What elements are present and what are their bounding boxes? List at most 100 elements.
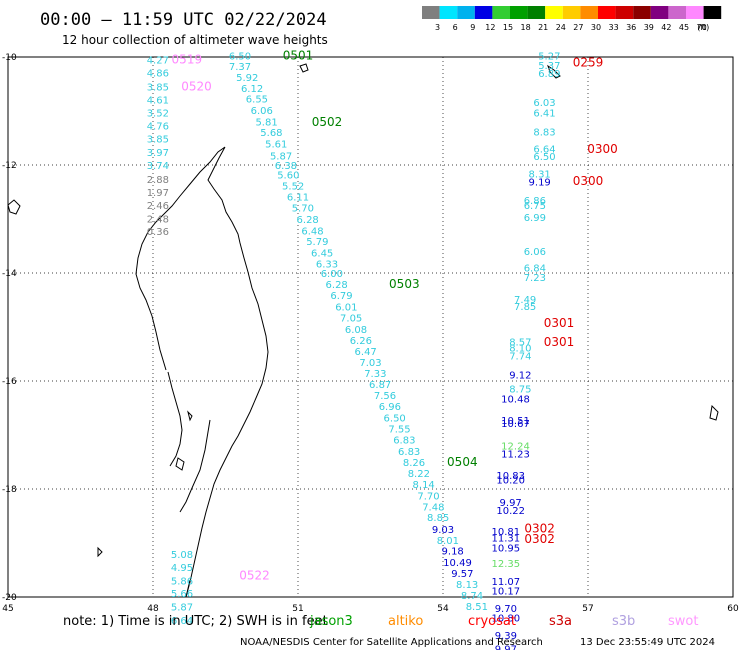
wave-height-value: 4.95 xyxy=(171,563,193,574)
island-coast xyxy=(709,404,719,421)
wave-height-value: 8.85 xyxy=(427,513,449,524)
wave-height-value: 6.87 xyxy=(369,380,391,391)
timestamp-text: 13 Dec 23:55:49 UTC 2024 xyxy=(580,637,715,648)
wave-height-value: 3.52 xyxy=(147,109,169,120)
pass-time-label: 0259 xyxy=(573,55,604,69)
wave-height-value: 4.86 xyxy=(147,69,169,80)
wave-height-value: 7.23 xyxy=(524,273,546,284)
x-tick-label: 54 xyxy=(437,604,449,614)
wave-height-value: 10.81 xyxy=(492,527,521,538)
wave-height-value: 6.11 xyxy=(287,192,309,203)
legend-swatch xyxy=(580,6,598,19)
legend-tick-label: 6 xyxy=(453,23,458,32)
wave-height-value: 12.35 xyxy=(492,559,521,570)
legend-swatch xyxy=(703,6,722,19)
credit-text: NOAA/NESDIS Center for Satellite Applica… xyxy=(240,637,543,648)
island-coast xyxy=(97,546,103,558)
wave-height-value: 8.14 xyxy=(413,480,435,491)
wave-height-value: 6.28 xyxy=(326,280,348,291)
pass-time-label: 0502 xyxy=(312,115,343,129)
x-tick-label: 57 xyxy=(582,604,593,614)
wave-height-value: 6.55 xyxy=(246,95,268,106)
satellite-list: jason3 altiko cryosat s3a s3b swot xyxy=(309,614,698,629)
wave-height-value: 1.97 xyxy=(147,188,169,199)
wave-height-value: 10.80 xyxy=(492,614,521,625)
wave-height-value: 9.39 xyxy=(495,631,517,642)
wave-height-value: 7.70 xyxy=(417,491,439,502)
pass-time-label: 0301 xyxy=(544,316,575,330)
island-coast xyxy=(299,63,309,73)
map-subtitle: 12 hour collection of altimeter wave hei… xyxy=(62,33,328,47)
legend-swatch xyxy=(668,6,686,19)
legend-tick-label: 45 xyxy=(679,23,689,32)
wave-height-value: 5.92 xyxy=(236,73,258,84)
pass-time-label: 0504 xyxy=(447,455,478,469)
wave-height-value: 4.27 xyxy=(147,56,169,67)
wave-height-value: 6.86 xyxy=(524,196,546,207)
wave-height-value: 6.47 xyxy=(355,347,377,358)
legend-swatch xyxy=(510,6,528,19)
madagascar-coast xyxy=(135,146,269,598)
wave-height-value: 10.51 xyxy=(501,416,530,427)
x-tick-label: 48 xyxy=(147,604,159,614)
wave-height-value: 6.45 xyxy=(311,248,333,259)
wave-height-value: 5.68 xyxy=(260,128,282,139)
legend-tick-label: 12 xyxy=(485,23,495,32)
wave-height-value: 5.27 xyxy=(538,51,560,62)
legend-tick-label: 70 xyxy=(697,23,707,32)
wave-height-value: 9.97 xyxy=(500,498,522,509)
wave-height-value: 5.86 xyxy=(171,576,193,587)
wave-height-value: 8.57 xyxy=(509,338,531,349)
wave-height-value: 7.74 xyxy=(509,352,531,363)
wave-height-value: 7.85 xyxy=(514,302,536,313)
wave-height-value: 10.95 xyxy=(492,543,521,554)
wave-height-value: 10.49 xyxy=(443,558,472,569)
wave-height-value: 7.33 xyxy=(364,369,386,380)
satellite-name: s3a xyxy=(549,614,572,629)
x-tick-label: 60 xyxy=(727,604,739,614)
legend-swatch xyxy=(474,6,493,19)
wave-height-value: 6.84 xyxy=(524,264,546,275)
wave-height-value: 6.75 xyxy=(524,201,546,212)
wave-height-value: 6.08 xyxy=(345,325,367,336)
y-tick-label: -18 xyxy=(2,485,17,495)
wave-height-value: 5.81 xyxy=(255,117,277,128)
wave-height-value: 7.05 xyxy=(340,313,362,324)
pass-labels: 0501 0502 0503 0504 0519 0520 0522 0259 0300 0300… xyxy=(172,48,618,582)
wave-height-value: 11.31 xyxy=(492,534,521,545)
footer: note: 1) Time is in UTC; 2) SWH is in fe… xyxy=(63,614,715,648)
wave-height-value: 6.01 xyxy=(335,302,357,313)
island-coast xyxy=(7,199,21,215)
wave-height-value: 10.20 xyxy=(496,475,525,486)
wave-height-value: 9.12 xyxy=(509,371,531,382)
wave-height-value: 6.28 xyxy=(297,215,319,226)
y-tick-label: -14 xyxy=(2,269,17,279)
legend-swatch xyxy=(492,6,510,19)
wave-height-value: 5.79 xyxy=(306,237,328,248)
wave-height-value: 7.49 xyxy=(514,295,536,306)
wave-height-value: 3.85 xyxy=(147,83,169,94)
satellite-name: s3b xyxy=(612,614,635,629)
wave-height-value: 6.96 xyxy=(379,402,401,413)
wave-height-value: 6.83 xyxy=(393,435,415,446)
frame-border xyxy=(7,56,734,598)
legend-tick-label: 21 xyxy=(538,23,548,32)
pass-time-label: 0300 xyxy=(587,142,618,156)
legend-tick-label: 42 xyxy=(661,23,671,32)
wave-height-value: 7.37 xyxy=(229,62,251,73)
pass-time-label: 0300 xyxy=(573,174,604,188)
legend-unit: (ft) xyxy=(697,23,709,32)
coastline xyxy=(7,63,719,598)
wave-height-value: 6.64 xyxy=(533,144,555,155)
wave-height-value: 5.61 xyxy=(265,139,287,150)
legend-swatch xyxy=(439,6,458,19)
wave-height-value: 5.37 xyxy=(538,61,560,72)
wave-height-value: 7.03 xyxy=(359,358,381,369)
wave-height-value: 6.89 xyxy=(538,69,560,80)
legend-swatch xyxy=(422,6,440,19)
wave-height-value: 6.48 xyxy=(301,226,323,237)
legend-tick-label: 33 xyxy=(609,23,619,32)
legend-swatch xyxy=(562,6,581,19)
pass-time-label: 0302 xyxy=(524,521,555,535)
wave-height-value: 2.46 xyxy=(147,201,169,212)
